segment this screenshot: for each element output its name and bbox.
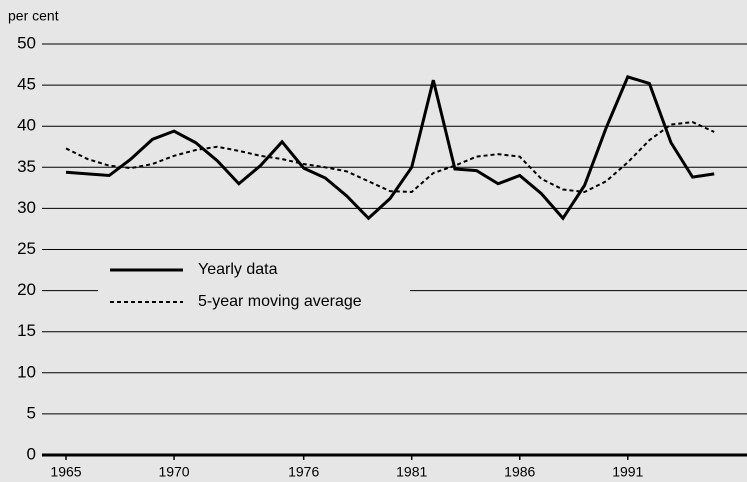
- legend-label: 5-year moving average: [198, 293, 362, 310]
- y-tick-label: 25: [17, 239, 36, 258]
- y-tick-label: 30: [17, 198, 36, 217]
- x-tick-label: 1991: [612, 464, 643, 480]
- x-tick-label: 1981: [396, 464, 427, 480]
- x-tick-label: 1986: [504, 464, 535, 480]
- y-tick-label: 20: [17, 280, 36, 299]
- y-tick-label: 0: [27, 444, 36, 463]
- y-tick-label: 15: [17, 321, 36, 340]
- x-tick-label: 1976: [288, 464, 319, 480]
- x-tick-label: 1970: [158, 464, 189, 480]
- y-tick-label: 35: [17, 157, 36, 176]
- y-tick-label: 40: [17, 116, 36, 135]
- legend-box: [98, 255, 410, 311]
- y-axis-label: per cent: [8, 8, 59, 24]
- y-tick-label: 10: [17, 362, 36, 381]
- series-line: [65, 75, 715, 221]
- y-tick-label: 50: [17, 33, 36, 52]
- y-tick-label: 5: [27, 403, 36, 422]
- legend-label: Yearly data: [198, 261, 278, 278]
- series-line: [65, 121, 715, 193]
- x-tick-label: 1965: [50, 464, 81, 480]
- y-tick-label: 45: [17, 75, 36, 94]
